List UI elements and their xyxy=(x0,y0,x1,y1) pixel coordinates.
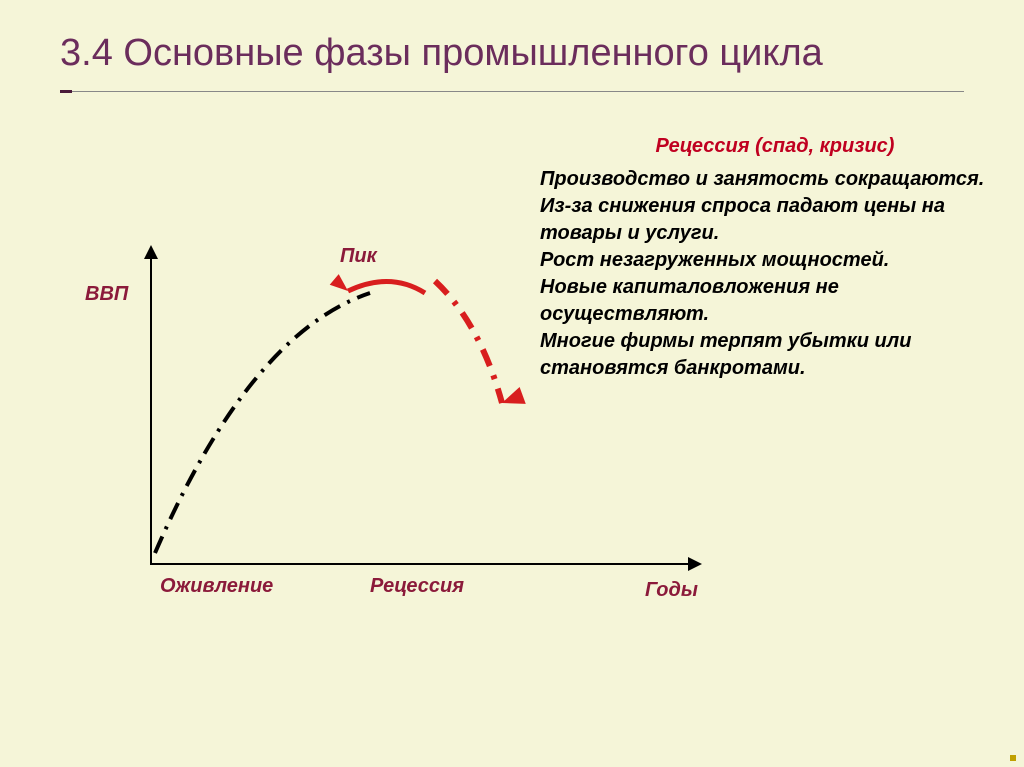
title-underline xyxy=(60,90,964,93)
x-axis-arrow-icon xyxy=(688,557,702,571)
description-heading: Рецессия (спад, кризис) xyxy=(540,133,1010,160)
x-axis xyxy=(150,563,690,565)
peak-arrow-line xyxy=(348,281,425,293)
chart: ВВП Пик Оживление Рецессия Годы xyxy=(90,253,550,613)
rising-curve xyxy=(155,293,370,553)
slide: 3.4 Основные фазы промышленного цикла ВВ… xyxy=(0,0,1024,767)
y-axis-label: ВВП xyxy=(85,283,128,306)
x-label-recession: Рецессия xyxy=(370,575,464,598)
curve-svg xyxy=(150,253,550,563)
description-body: Производство и занятость сокращаются.Из-… xyxy=(540,166,1010,382)
x-axis-label: Годы xyxy=(645,579,698,602)
corner-marker-icon xyxy=(1010,755,1016,761)
falling-arrow-line xyxy=(435,281,502,403)
slide-title: 3.4 Основные фазы промышленного цикла xyxy=(60,30,964,78)
description-block: Рецессия (спад, кризис) Производство и з… xyxy=(540,133,1010,382)
x-label-revival: Оживление xyxy=(160,575,273,598)
peak-label: Пик xyxy=(340,245,377,268)
content-area: ВВП Пик Оживление Рецессия Годы Рецессия… xyxy=(60,123,964,643)
